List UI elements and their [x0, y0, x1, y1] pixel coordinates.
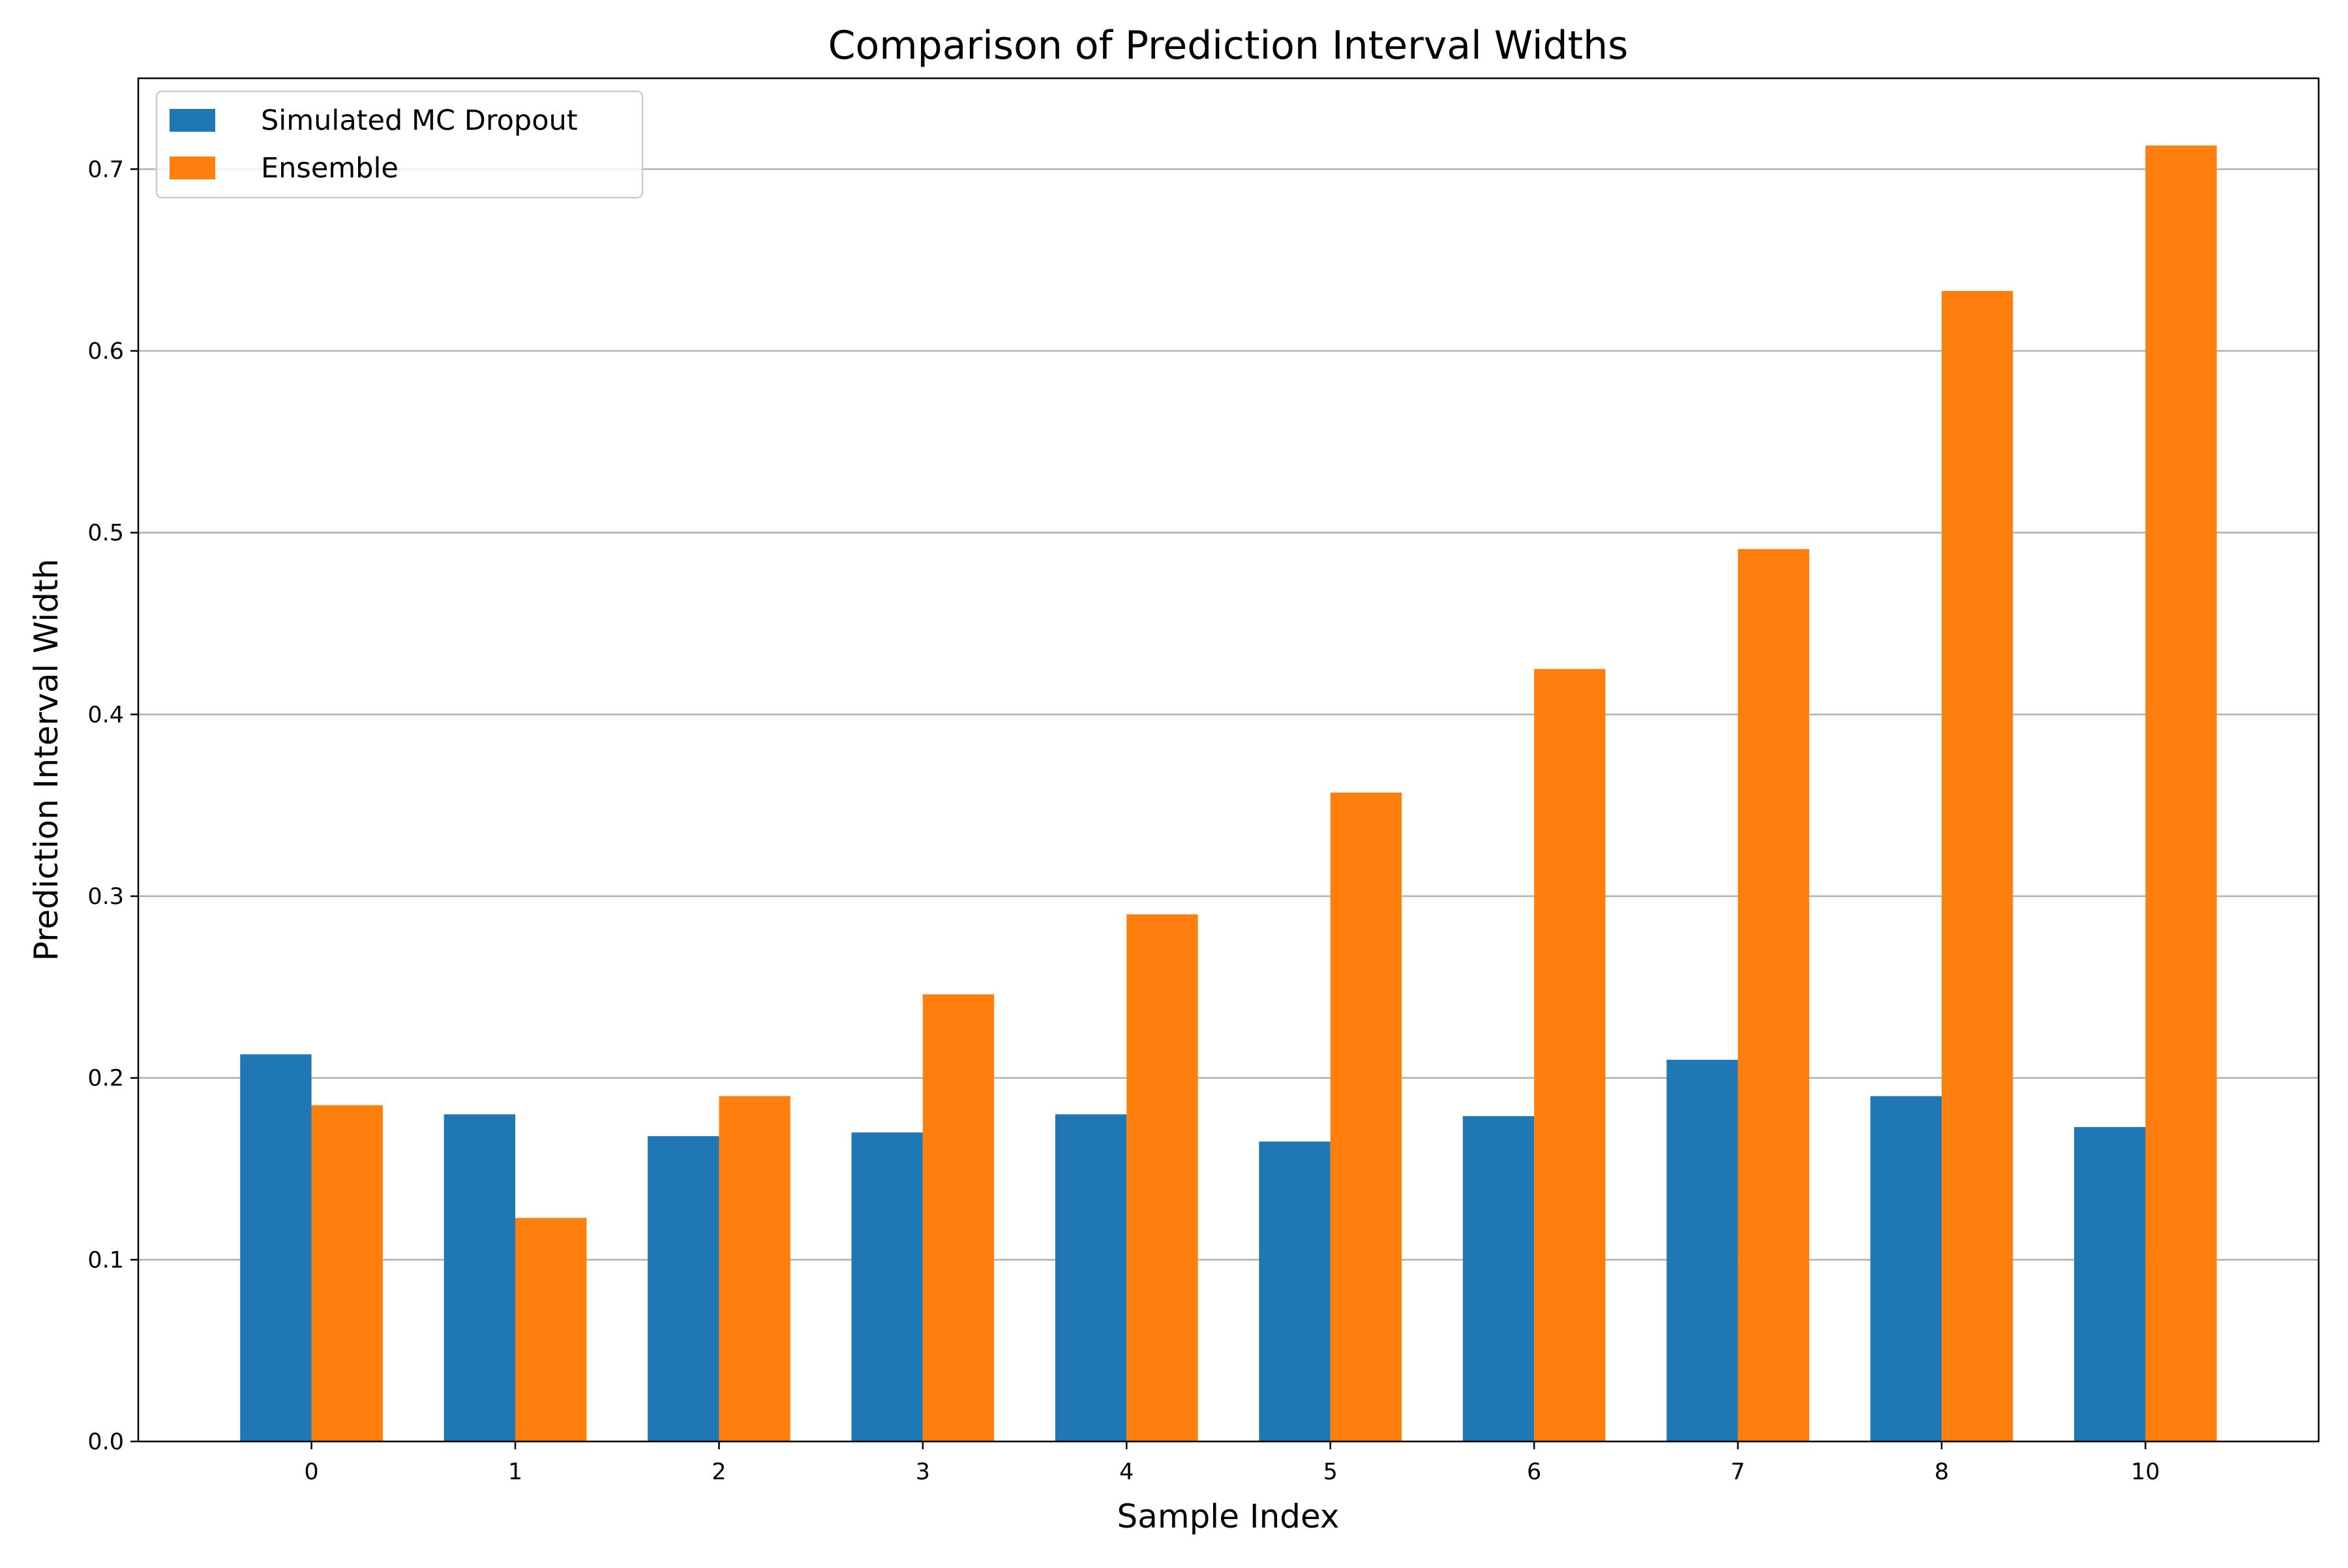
x-tick-label: 7 — [1730, 1459, 1745, 1485]
legend-swatch-ensemble — [170, 157, 215, 179]
x-tick-label: 1 — [508, 1459, 522, 1485]
bar-series-1-cat-7 — [1738, 549, 1809, 1442]
y-tick-label: 0.2 — [87, 1066, 124, 1092]
bar-series-0-cat-5 — [1259, 1141, 1331, 1441]
axis-ticks: 0.0 0.1 0.2 0.3 0.4 0.5 0.6 0.7 0 1 2 3 4 5 6 7 8 10 — [87, 157, 2160, 1485]
bar-series-1-cat-9 — [2145, 145, 2217, 1441]
x-tick-label: 0 — [304, 1459, 318, 1485]
x-tick-label: 8 — [1934, 1459, 1949, 1485]
bar-series-1-cat-8 — [1942, 291, 2013, 1441]
bar-series-1-cat-6 — [1534, 669, 1606, 1441]
bar-series-0-cat-8 — [1870, 1096, 1942, 1441]
bar-series-1-cat-2 — [719, 1096, 790, 1441]
bar-series-0-cat-7 — [1666, 1059, 1738, 1441]
bars — [240, 145, 2217, 1442]
bar-series-1-cat-3 — [922, 994, 995, 1441]
bar-series-0-cat-0 — [240, 1054, 312, 1441]
chart-title: Comparison of Prediction Interval Widths — [828, 23, 1629, 68]
y-tick-label: 0.1 — [87, 1247, 124, 1273]
x-tick-label: 2 — [712, 1459, 726, 1485]
x-tick-label: 4 — [1119, 1459, 1134, 1485]
legend: Simulated MC Dropout Ensemble — [155, 90, 644, 199]
y-tick-label: 0.3 — [87, 884, 124, 910]
x-axis-label: Sample Index — [1117, 1498, 1339, 1535]
x-tick-label: 5 — [1323, 1459, 1338, 1485]
bar-series-1-cat-1 — [515, 1218, 587, 1441]
bar-series-0-cat-2 — [648, 1136, 719, 1441]
bar-series-0-cat-4 — [1055, 1114, 1127, 1441]
bar-series-1-cat-5 — [1330, 792, 1402, 1441]
bar-series-0-cat-3 — [851, 1132, 923, 1441]
x-tick-label: 6 — [1527, 1459, 1541, 1485]
y-tick-label: 0.4 — [87, 702, 124, 728]
legend-frame — [155, 90, 644, 199]
bar-series-0-cat-9 — [2074, 1126, 2146, 1441]
plot-frame — [137, 77, 2320, 1443]
y-tick-label: 0.7 — [87, 157, 124, 183]
x-tick-label: 3 — [916, 1459, 930, 1485]
bar-series-0-cat-6 — [1462, 1116, 1535, 1441]
y-tick-label: 0.5 — [87, 520, 124, 547]
bar-series-1-cat-4 — [1126, 914, 1198, 1441]
bar-series-1-cat-0 — [311, 1105, 383, 1441]
y-tick-label: 0.6 — [87, 339, 124, 365]
legend-label-ensemble: Ensemble — [261, 152, 399, 185]
bar-series-0-cat-1 — [444, 1114, 515, 1441]
legend-swatch-mc-dropout — [170, 109, 215, 132]
y-tick-label: 0.0 — [87, 1429, 124, 1455]
legend-label-mc-dropout: Simulated MC Dropout — [261, 104, 578, 137]
x-tick-label: 10 — [2131, 1459, 2160, 1485]
y-axis-label: Prediction Interval Width — [27, 559, 65, 961]
